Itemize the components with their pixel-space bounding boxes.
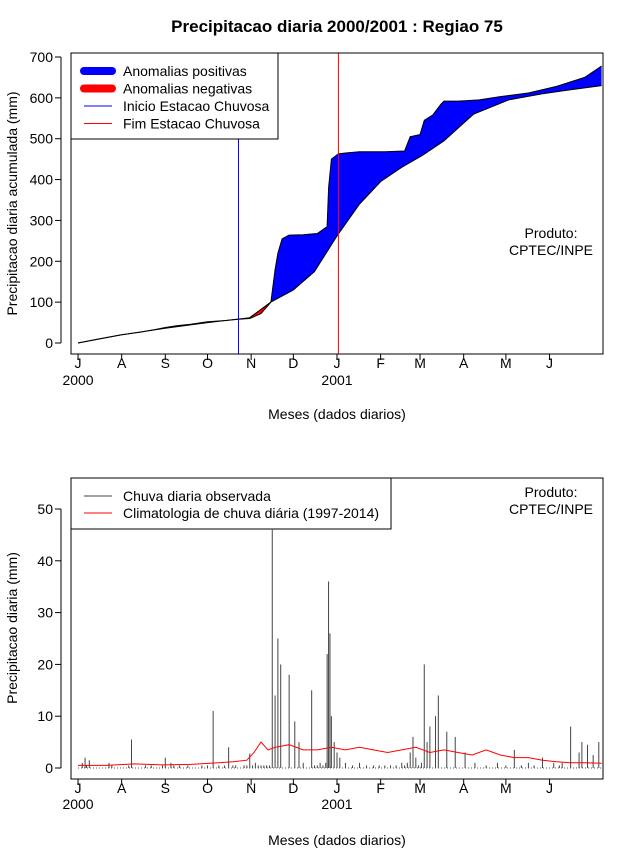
- climatology-cumulative-line: [77, 85, 602, 344]
- top-legend-label-2: Inicio Estacao Chuvosa: [123, 98, 270, 114]
- negative-anomaly-area-3: [224, 302, 271, 321]
- top-y-tick-label-7: 700: [30, 49, 54, 65]
- bottom-y-tick-label-3: 30: [37, 605, 53, 621]
- top-x-tick-label-0: J: [75, 355, 82, 371]
- top-x-tick-label-7: F: [376, 355, 385, 371]
- top-y-tick-label-2: 200: [30, 253, 54, 269]
- top-x-tick-label-6: J: [334, 355, 341, 371]
- bottom-x-tick-label-1: A: [117, 780, 127, 796]
- top-product-agency: CPTEC/INPE: [509, 242, 593, 258]
- bottom-y-tick-label-1: 10: [37, 708, 53, 724]
- top-x-tick-label-5: D: [288, 355, 298, 371]
- bottom-y-tick-label-5: 50: [37, 501, 53, 517]
- top-legend-label-0: Anomalias positivas: [123, 63, 247, 79]
- bottom-x-tick-label-3: O: [202, 780, 213, 796]
- bottom-plot-area: [78, 529, 602, 769]
- top-year-label-0: 2000: [62, 372, 93, 388]
- bottom-x-tick-label-7: F: [376, 780, 385, 796]
- bottom-chart-daily: 0 10 20 30 40 50 Precipitacao diaria (mm) J A S O N…: [4, 477, 604, 848]
- bottom-y-tick-label-0: 0: [45, 760, 53, 776]
- top-x-tick-label-8: M: [414, 355, 426, 371]
- top-x-tick-label-2: S: [161, 355, 170, 371]
- top-y-tick-label-3: 300: [30, 212, 54, 228]
- bottom-x-tick-label-11: J: [546, 780, 553, 796]
- top-x-tick-label-4: N: [246, 355, 256, 371]
- bottom-x-tick-label-6: J: [334, 780, 341, 796]
- bottom-legend-box: [70, 477, 392, 530]
- observed-cumulative-line: [77, 65, 602, 344]
- top-chart-cumulative: 0 100 200 300 400 500 600 700 Precipitacao diari…: [4, 49, 604, 422]
- top-x-tick-label-1: A: [117, 355, 127, 371]
- top-y-axis-title: Precipitacao diaria acumulada (mm): [4, 91, 20, 315]
- bottom-x-tick-label-5: D: [288, 780, 298, 796]
- top-legend-label-3: Fim Estacao Chuvosa: [123, 116, 260, 132]
- bottom-x-tick-label-10: M: [500, 780, 512, 796]
- top-y-tick-label-0: 0: [45, 335, 53, 351]
- bottom-x-tick-label-0: J: [75, 780, 82, 796]
- top-x-tick-label-10: M: [500, 355, 512, 371]
- bottom-x-tick-label-9: A: [459, 780, 469, 796]
- daily-climatology-line: [78, 741, 602, 766]
- bottom-y-axis-title: Precipitacao diaria (mm): [4, 552, 20, 704]
- bottom-year-label-0: 2000: [62, 796, 93, 812]
- top-y-tick-label-6: 600: [30, 90, 54, 106]
- bottom-y-tick-label-2: 20: [37, 656, 53, 672]
- top-chart-title: Precipitacao diaria 2000/2001 : Regiao 7…: [171, 17, 503, 36]
- bottom-year-label-1: 2001: [321, 796, 352, 812]
- bottom-legend-label-1: Climatologia de chuva diária (1997-2014): [123, 505, 379, 521]
- top-y-tick-label-5: 500: [30, 131, 54, 147]
- top-x-tick-label-3: O: [202, 355, 213, 371]
- top-product-label: Produto:: [525, 225, 578, 241]
- bottom-x-tick-label-4: N: [246, 780, 256, 796]
- top-x-tick-label-9: A: [459, 355, 469, 371]
- bottom-product-agency: CPTEC/INPE: [509, 501, 593, 517]
- top-legend-label-1: Anomalias negativas: [123, 81, 252, 97]
- top-x-axis-title: Meses (dados diarios): [268, 406, 406, 422]
- top-x-tick-label-11: J: [546, 355, 553, 371]
- top-y-tick-label-1: 100: [30, 294, 54, 310]
- bottom-legend-label-0: Chuva diaria observada: [123, 488, 271, 504]
- bottom-x-axis-title: Meses (dados diarios): [268, 832, 406, 848]
- bottom-product-label: Produto:: [525, 484, 578, 500]
- top-y-tick-label-4: 400: [30, 172, 54, 188]
- bottom-y-tick-label-4: 40: [37, 553, 53, 569]
- top-year-label-1: 2001: [321, 372, 352, 388]
- bottom-x-tick-label-8: M: [414, 780, 426, 796]
- bottom-x-tick-label-2: S: [161, 780, 170, 796]
